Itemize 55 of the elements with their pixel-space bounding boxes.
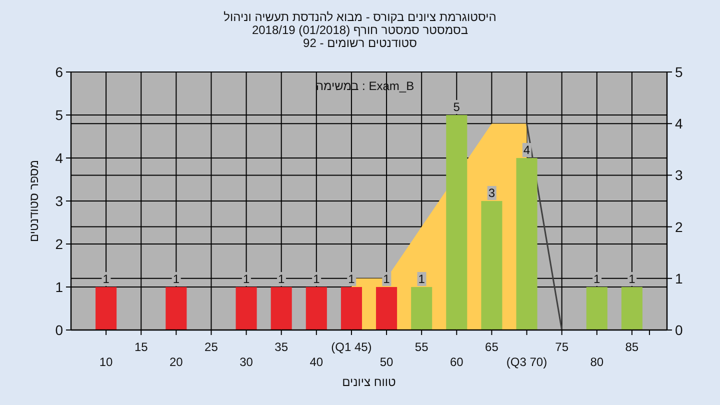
data-label: 1 (417, 272, 426, 286)
data-label: 1 (102, 272, 111, 286)
x-tick-label: 25 (204, 340, 218, 354)
bar (446, 115, 468, 330)
x-tick-label: 55 (414, 340, 429, 354)
x-tick-label: 20 (169, 355, 184, 369)
y2-tick-label: 2 (675, 218, 683, 235)
x-tick-label: 75 (555, 340, 569, 354)
bar (306, 287, 327, 330)
data-label: 1 (382, 272, 392, 286)
x-tick-label: 60 (450, 355, 464, 369)
bar (516, 158, 538, 330)
x-tick-label: 30 (240, 355, 254, 369)
bar (96, 287, 117, 330)
y2-tick-label: 1 (675, 270, 683, 286)
y-tick-label: 1 (55, 279, 64, 295)
bar (376, 287, 398, 330)
data-label: 1 (592, 272, 602, 286)
data-label: 1 (277, 272, 286, 286)
bar (621, 287, 642, 330)
x-tick-label: 85 (625, 340, 639, 354)
data-label: 1 (628, 272, 637, 286)
y-tick-label: 6 (55, 64, 64, 80)
x-axis-title: טווח ציונים (342, 375, 396, 389)
bar (236, 287, 257, 330)
bar (411, 287, 432, 330)
bar (166, 287, 187, 330)
x-tick-label: 15 (134, 340, 148, 354)
y-tick-label: 3 (55, 193, 64, 209)
bar (586, 287, 608, 330)
y2-tick-label: 3 (675, 167, 683, 184)
x-tick-label: 65 (485, 340, 499, 354)
chart-title: היסטוגרמת ציונים בקורס - מבוא להנדסת תעשיה וניהול (224, 10, 496, 24)
y2-tick-label: 0 (675, 322, 683, 338)
bar (340, 287, 362, 330)
y-axis-title: מספר סטודנטים (27, 160, 41, 242)
chart-subtitle: בסמסטר סמסטר חורף (01/2018) 2018/19 (252, 23, 468, 37)
x-tick-label: 80 (590, 355, 604, 369)
bar (270, 287, 292, 330)
y-tick-label: 5 (55, 107, 64, 123)
x-tick-label: 35 (274, 340, 288, 354)
x-tick-label: 10 (99, 355, 114, 369)
y-tick-label: 2 (55, 236, 64, 252)
x-tick-label: 50 (380, 355, 394, 369)
bar (481, 201, 502, 330)
data-label: 1 (312, 272, 322, 286)
x-tick-label: (Q1 45) (331, 340, 372, 354)
x-tick-label: 40 (310, 355, 324, 369)
y-tick-label: 0 (55, 322, 64, 338)
text: סטודנטים רשומים - 92 (303, 36, 418, 50)
x-tick-label: (Q3 70) (506, 355, 548, 369)
y2-tick-label: 5 (675, 64, 683, 80)
data-label: 1 (347, 272, 356, 286)
y2-tick-label: 4 (675, 116, 683, 132)
y-tick-label: 4 (55, 150, 64, 166)
